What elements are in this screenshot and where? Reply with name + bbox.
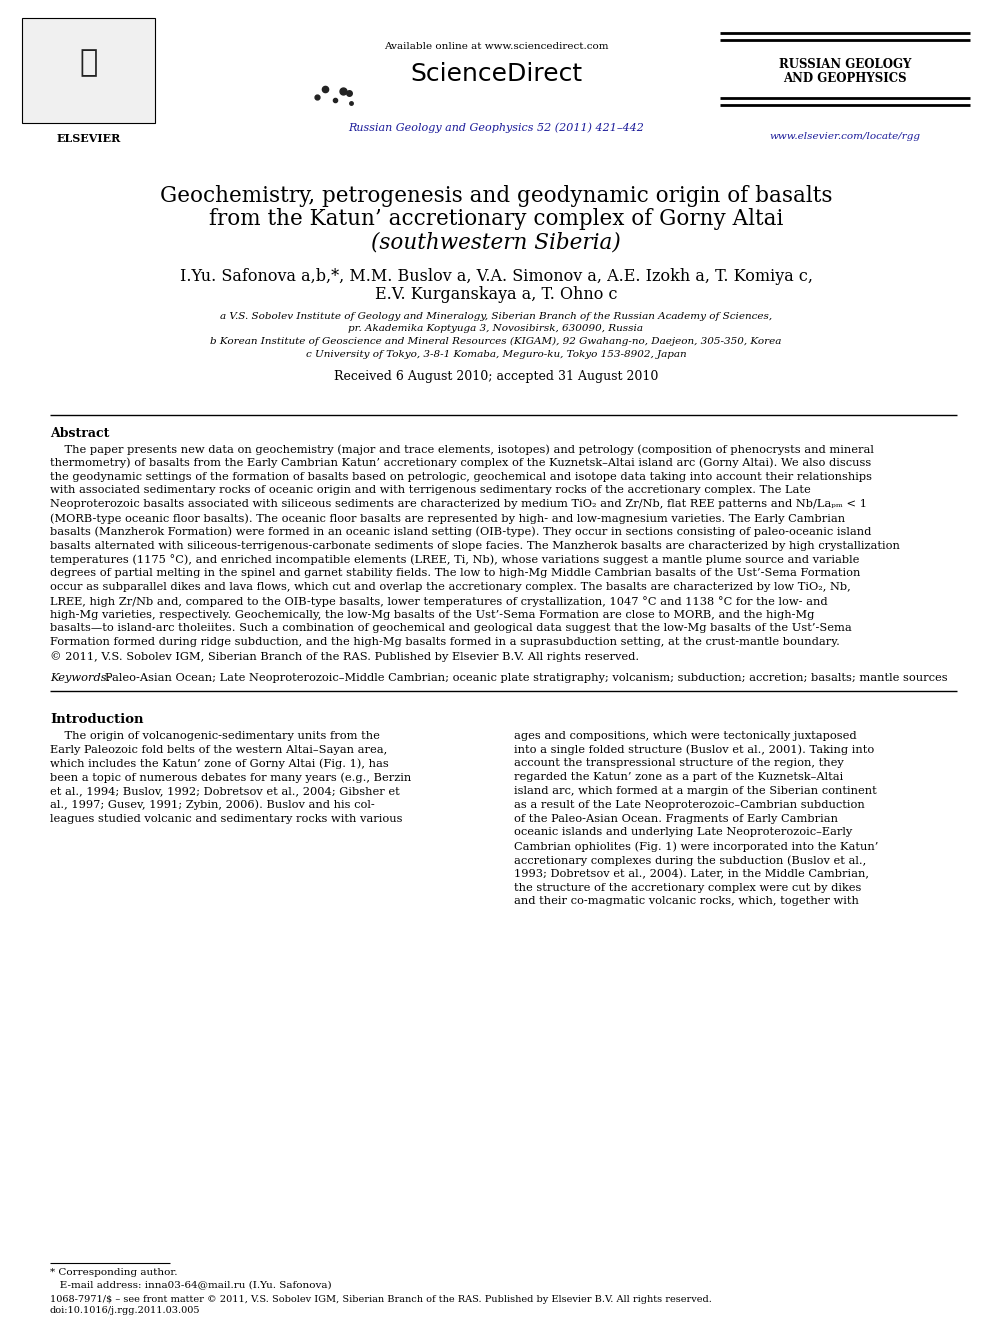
Text: * Corresponding author.: * Corresponding author. (50, 1267, 178, 1277)
Text: temperatures (1175 °C), and enriched incompatible elements (LREE, Ti, Nb), whose: temperatures (1175 °C), and enriched inc… (50, 554, 859, 565)
Text: Received 6 August 2010; accepted 31 August 2010: Received 6 August 2010; accepted 31 Augu… (334, 370, 658, 382)
Text: with associated sedimentary rocks of oceanic origin and with terrigenous sedimen: with associated sedimentary rocks of oce… (50, 486, 810, 495)
Text: (MORB-type oceanic floor basalts). The oceanic floor basalts are represented by : (MORB-type oceanic floor basalts). The o… (50, 513, 845, 524)
Text: Abstract: Abstract (50, 427, 109, 441)
Text: Cambrian ophiolites (Fig. 1) were incorporated into the Katun’: Cambrian ophiolites (Fig. 1) were incorp… (514, 841, 878, 852)
Text: into a single folded structure (Buslov et al., 2001). Taking into: into a single folded structure (Buslov e… (514, 745, 874, 755)
Text: Keywords:: Keywords: (50, 673, 114, 683)
Text: doi:10.1016/j.rgg.2011.03.005: doi:10.1016/j.rgg.2011.03.005 (50, 1306, 200, 1315)
Text: Formation formed during ridge subduction, and the high-Mg basalts formed in a su: Formation formed during ridge subduction… (50, 638, 840, 647)
Text: of the Paleo-Asian Ocean. Fragments of Early Cambrian: of the Paleo-Asian Ocean. Fragments of E… (514, 814, 837, 824)
Text: degrees of partial melting in the spinel and garnet stability fields. The low to: degrees of partial melting in the spinel… (50, 568, 860, 578)
Text: pr. Akademika Koptyuga 3, Novosibirsk, 630090, Russia: pr. Akademika Koptyuga 3, Novosibirsk, 6… (348, 324, 644, 333)
Text: c University of Tokyo, 3-8-1 Komaba, Meguro-ku, Tokyo 153-8902, Japan: c University of Tokyo, 3-8-1 Komaba, Meg… (306, 351, 686, 359)
Text: Available online at www.sciencedirect.com: Available online at www.sciencedirect.co… (384, 42, 608, 52)
Text: The paper presents new data on geochemistry (major and trace elements, isotopes): The paper presents new data on geochemis… (50, 445, 874, 455)
Text: E-mail address: inna03-64@mail.ru (I.Yu. Safonova): E-mail address: inna03-64@mail.ru (I.Yu.… (50, 1279, 331, 1289)
Text: © 2011, V.S. Sobolev IGM, Siberian Branch of the RAS. Published by Elsevier B.V.: © 2011, V.S. Sobolev IGM, Siberian Branc… (50, 651, 639, 662)
Text: al., 1997; Gusev, 1991; Zybin, 2006). Buslov and his col-: al., 1997; Gusev, 1991; Zybin, 2006). Bu… (50, 800, 375, 811)
Text: (southwestern Siberia): (southwestern Siberia) (371, 232, 621, 254)
Text: thermometry) of basalts from the Early Cambrian Katun’ accretionary complex of t: thermometry) of basalts from the Early C… (50, 458, 871, 468)
Text: a V.S. Sobolev Institute of Geology and Mineralogy, Siberian Branch of the Russi: a V.S. Sobolev Institute of Geology and … (220, 312, 772, 321)
Text: basalts alternated with siliceous-terrigenous-carbonate sediments of slope facie: basalts alternated with siliceous-terrig… (50, 541, 900, 550)
Text: island arc, which formed at a margin of the Siberian continent: island arc, which formed at a margin of … (514, 786, 876, 796)
Text: the geodynamic settings of the formation of basalts based on petrologic, geochem: the geodynamic settings of the formation… (50, 471, 872, 482)
Text: oceanic islands and underlying Late Neoproterozoic–Early: oceanic islands and underlying Late Neop… (514, 827, 852, 837)
Text: Early Paleozoic fold belts of the western Altai–Sayan area,: Early Paleozoic fold belts of the wester… (50, 745, 387, 754)
Text: RUSSIAN GEOLOGY: RUSSIAN GEOLOGY (779, 58, 912, 71)
Text: 🌳: 🌳 (79, 48, 97, 77)
Text: accretionary complexes during the subduction (Buslov et al.,: accretionary complexes during the subduc… (514, 855, 866, 865)
Text: I.Yu. Safonova a,b,*, M.M. Buslov a, V.A. Simonov a, A.E. Izokh a, T. Komiya c,: I.Yu. Safonova a,b,*, M.M. Buslov a, V.A… (180, 269, 812, 284)
Text: high-Mg varieties, respectively. Geochemically, the low-Mg basalts of the Ust’-S: high-Mg varieties, respectively. Geochem… (50, 610, 814, 619)
Text: ages and compositions, which were tectonically juxtaposed: ages and compositions, which were tecton… (514, 730, 856, 741)
Text: which includes the Katun’ zone of Gorny Altai (Fig. 1), has: which includes the Katun’ zone of Gorny … (50, 758, 389, 769)
Text: Neoproterozoic basalts associated with siliceous sediments are characterized by : Neoproterozoic basalts associated with s… (50, 499, 867, 509)
Text: 1068-7971/$ – see front matter © 2011, V.S. Sobolev IGM, Siberian Branch of the : 1068-7971/$ – see front matter © 2011, V… (50, 1295, 712, 1304)
Text: ScienceDirect: ScienceDirect (410, 62, 582, 86)
Text: basalts (Manzherok Formation) were formed in an oceanic island setting (OIB-type: basalts (Manzherok Formation) were forme… (50, 527, 871, 537)
Text: leagues studied volcanic and sedimentary rocks with various: leagues studied volcanic and sedimentary… (50, 814, 403, 824)
Text: ELSEVIER: ELSEVIER (57, 134, 121, 144)
Text: occur as subparallel dikes and lava flows, which cut and overlap the accretionar: occur as subparallel dikes and lava flow… (50, 582, 851, 591)
Text: Paleo-Asian Ocean; Late Neoproterozoic–Middle Cambrian; oceanic plate stratigrap: Paleo-Asian Ocean; Late Neoproterozoic–M… (105, 673, 947, 683)
Text: account the transpressional structure of the region, they: account the transpressional structure of… (514, 758, 843, 769)
Text: regarded the Katun’ zone as a part of the Kuznetsk–Altai: regarded the Katun’ zone as a part of th… (514, 773, 843, 782)
Text: E.V. Kurganskaya a, T. Ohno c: E.V. Kurganskaya a, T. Ohno c (375, 286, 617, 303)
Text: The origin of volcanogenic-sedimentary units from the: The origin of volcanogenic-sedimentary u… (50, 730, 380, 741)
Text: as a result of the Late Neoproterozoic–Cambrian subduction: as a result of the Late Neoproterozoic–C… (514, 800, 864, 810)
Text: been a topic of numerous debates for many years (e.g., Berzin: been a topic of numerous debates for man… (50, 773, 412, 783)
Text: and their co-magmatic volcanic rocks, which, together with: and their co-magmatic volcanic rocks, wh… (514, 897, 858, 906)
Text: 1993; Dobretsov et al., 2004). Later, in the Middle Cambrian,: 1993; Dobretsov et al., 2004). Later, in… (514, 869, 869, 880)
Text: basalts—to island-arc tholeiites. Such a combination of geochemical and geologic: basalts—to island-arc tholeiites. Such a… (50, 623, 852, 634)
Bar (22, 19, 155, 123)
Text: AND GEOPHYSICS: AND GEOPHYSICS (784, 71, 907, 85)
Text: the structure of the accretionary complex were cut by dikes: the structure of the accretionary comple… (514, 882, 861, 893)
Text: b Korean Institute of Geoscience and Mineral Resources (KIGAM), 92 Gwahang-no, D: b Korean Institute of Geoscience and Min… (210, 337, 782, 347)
Text: et al., 1994; Buslov, 1992; Dobretsov et al., 2004; Gibsher et: et al., 1994; Buslov, 1992; Dobretsov et… (50, 786, 400, 796)
Text: Russian Geology and Geophysics 52 (2011) 421–442: Russian Geology and Geophysics 52 (2011)… (348, 122, 644, 132)
Text: Geochemistry, petrogenesis and geodynamic origin of basalts: Geochemistry, petrogenesis and geodynami… (160, 185, 832, 206)
Text: www.elsevier.com/locate/rgg: www.elsevier.com/locate/rgg (770, 132, 921, 142)
Text: from the Katun’ accretionary complex of Gorny Altai: from the Katun’ accretionary complex of … (208, 208, 784, 230)
Text: Introduction: Introduction (50, 713, 144, 726)
Text: LREE, high Zr/Nb and, compared to the OIB-type basalts, lower temperatures of cr: LREE, high Zr/Nb and, compared to the OI… (50, 595, 827, 607)
